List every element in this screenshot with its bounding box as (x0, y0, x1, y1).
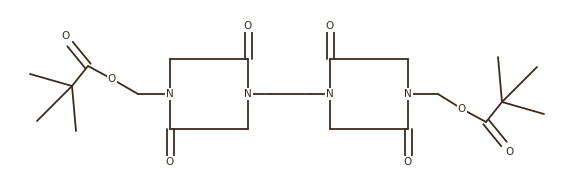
Text: N: N (166, 89, 174, 99)
Text: O: O (108, 74, 116, 84)
Text: O: O (458, 104, 466, 114)
Text: O: O (326, 21, 334, 31)
Text: N: N (326, 89, 334, 99)
Text: N: N (244, 89, 252, 99)
Text: O: O (166, 157, 174, 167)
Text: O: O (244, 21, 252, 31)
Text: N: N (404, 89, 412, 99)
Text: O: O (404, 157, 412, 167)
Text: O: O (505, 147, 513, 157)
Text: O: O (61, 31, 69, 41)
